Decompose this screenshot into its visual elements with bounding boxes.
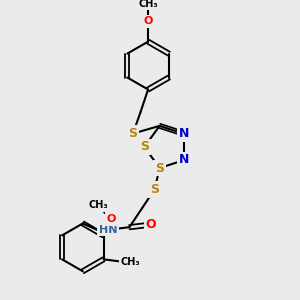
- Text: N: N: [179, 128, 190, 140]
- Text: S: S: [150, 183, 159, 196]
- Text: HN: HN: [99, 225, 117, 235]
- Text: O: O: [146, 218, 156, 231]
- Text: O: O: [143, 16, 153, 26]
- Text: CH₃: CH₃: [120, 257, 140, 267]
- Text: N: N: [179, 154, 190, 166]
- Text: O: O: [106, 214, 116, 224]
- Text: S: S: [128, 127, 137, 140]
- Text: S: S: [140, 140, 149, 153]
- Text: CH₃: CH₃: [89, 200, 108, 210]
- Text: CH₃: CH₃: [138, 0, 158, 9]
- Text: S: S: [155, 161, 164, 175]
